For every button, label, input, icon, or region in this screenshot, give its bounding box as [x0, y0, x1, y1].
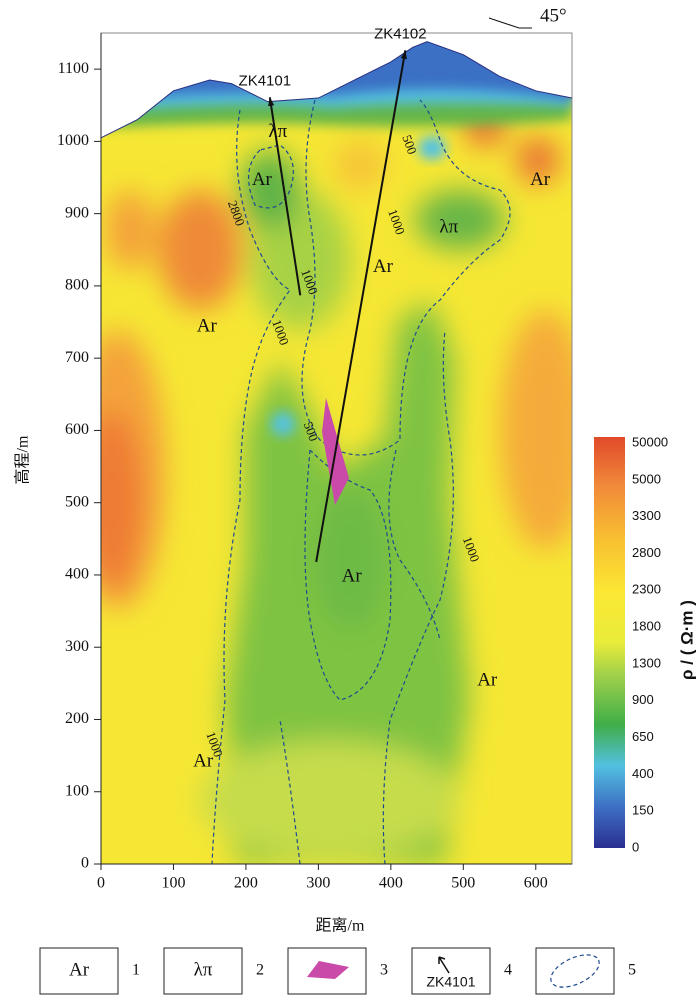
y-tick-label: 100 — [65, 782, 89, 799]
rock-label: λπ — [268, 121, 287, 142]
x-tick-label: 100 — [161, 875, 185, 892]
x-axis-label: 距离/m — [316, 917, 365, 935]
colorbar-tick-label: 900 — [632, 692, 654, 707]
rock-label: Ar — [342, 565, 363, 586]
colorbar-tick-label: 650 — [632, 729, 654, 744]
y-tick-label: 700 — [65, 349, 89, 366]
borehole-label: ZK4101 — [239, 72, 292, 89]
colorbar-tick-label: 150 — [632, 803, 654, 818]
x-tick-label: 0 — [97, 875, 105, 892]
legend: Ar 1 λπ 2 3 ZK4101 4 5 — [39, 947, 636, 995]
legend-number: 2 — [256, 962, 264, 979]
legend-box — [411, 947, 491, 995]
legend-box — [39, 947, 119, 995]
legend-box — [287, 947, 367, 995]
y-tick-label: 400 — [65, 566, 89, 583]
surface-line — [100, 41, 573, 139]
y-axis-label: 高程/m — [14, 435, 32, 484]
y-tick-label: 0 — [81, 855, 89, 872]
x-tick-label: 400 — [379, 875, 403, 892]
borehole-arrow — [400, 50, 407, 60]
legend-box — [535, 947, 615, 995]
colorbar-tick-label: 50000 — [632, 434, 668, 449]
y-tick-label: 1100 — [58, 60, 89, 77]
y-tick-label: 900 — [65, 204, 89, 221]
x-tick-label: 300 — [306, 875, 330, 892]
colorbar — [594, 437, 625, 848]
legend-arrow — [438, 956, 450, 974]
borehole-label: ZK4102 — [374, 25, 427, 42]
colorbar-tick-label: 400 — [632, 766, 654, 781]
y-tick-label: 500 — [65, 493, 89, 510]
legend-text: Ar — [69, 959, 90, 980]
contour-label: 500 — [399, 133, 420, 156]
colorbar-tick-label: 0 — [632, 839, 639, 854]
rock-label: Ar — [530, 169, 551, 190]
contour-label: 500 — [301, 420, 322, 443]
legend-text: λπ — [194, 959, 213, 980]
borehole — [268, 97, 302, 296]
legend-number: 5 — [628, 962, 636, 979]
legend-contour — [550, 954, 600, 988]
legend-ore — [307, 961, 349, 979]
x-tick-label: 200 — [234, 875, 258, 892]
orientation: 45° — [540, 5, 567, 26]
rock-label: Ar — [477, 670, 498, 691]
colorbar-tick-label: 3300 — [632, 508, 661, 523]
colorbar-label: ρ / ( Ω·m ) — [677, 600, 696, 680]
colorbar-tick-label: 2800 — [632, 545, 661, 560]
y-tick-label: 300 — [65, 638, 89, 655]
y-tick-label: 200 — [65, 710, 89, 727]
legend-text: ZK4101 — [426, 974, 475, 990]
legend-number: 1 — [132, 962, 140, 979]
borehole — [315, 50, 407, 563]
x-tick-label: 600 — [524, 875, 548, 892]
y-tick-label: 800 — [65, 277, 89, 294]
legend-number: 4 — [504, 962, 512, 979]
rock-label: Ar — [193, 750, 214, 771]
x-tick-label: 500 — [451, 875, 475, 892]
rock-label: Ar — [252, 169, 273, 190]
legend-number: 3 — [380, 962, 388, 979]
y-tick-label: 1000 — [57, 132, 89, 149]
rock-label: Ar — [373, 256, 394, 277]
colorbar-tick-label: 1800 — [632, 619, 661, 634]
borehole-arrow — [268, 97, 275, 107]
orientation-arrow — [488, 17, 532, 29]
colorbar-tick-label: 2300 — [632, 582, 661, 597]
rock-label: λπ — [439, 216, 458, 237]
y-tick-label: 600 — [65, 421, 89, 438]
rock-label: Ar — [197, 315, 218, 336]
legend-box — [163, 947, 243, 995]
colorbar-tick-label: 5000 — [632, 471, 661, 486]
colorbar-tick-label: 1300 — [632, 655, 661, 670]
